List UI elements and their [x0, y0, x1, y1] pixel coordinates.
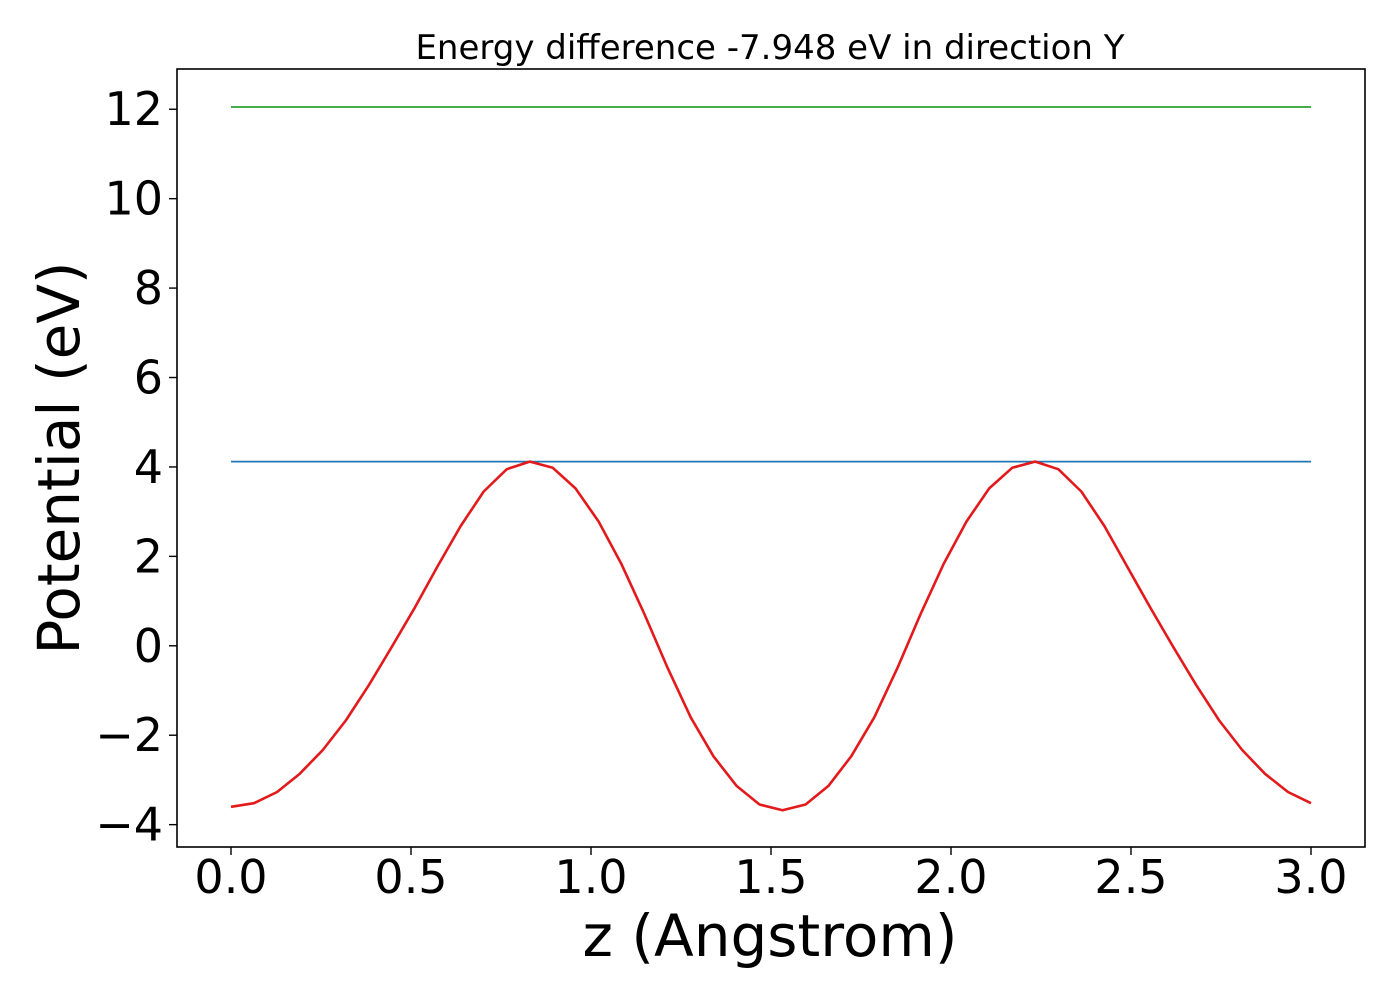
x-tick-label: 2.5 — [1094, 850, 1167, 904]
y-tick-label: 12 — [104, 82, 163, 136]
y-axis: −4 −2 0 2 4 6 8 10 12 — [95, 82, 177, 852]
y-tick-label: 8 — [134, 261, 163, 315]
x-tick-label: 0.5 — [374, 850, 447, 904]
chart-title: Energy difference -7.948 eV in direction… — [415, 28, 1124, 68]
y-tick-label: −2 — [95, 708, 163, 762]
plot-area — [230, 106, 1312, 812]
y-tick-label: 6 — [134, 351, 163, 405]
x-tick-label: 0.0 — [194, 850, 267, 904]
axes-frame — [176, 68, 1366, 848]
y-tick-label: 0 — [134, 619, 163, 673]
x-axis-label: z (Angstrom) — [583, 902, 958, 970]
y-axis-label: Potential (eV) — [25, 261, 93, 654]
x-tick-label: 3.0 — [1274, 850, 1347, 904]
y-tick-label: 4 — [134, 440, 163, 494]
x-tick-label: 2.0 — [914, 850, 987, 904]
y-tick-label: 2 — [134, 529, 163, 583]
x-tick-label: 1.0 — [554, 850, 627, 904]
y-tick-label: −4 — [95, 798, 163, 852]
x-axis: 0.0 0.5 1.0 1.5 2.0 2.5 3.0 — [194, 847, 1348, 904]
y-tick-label: 10 — [104, 172, 163, 226]
series-line-2 — [230, 460, 1312, 812]
x-tick-label: 1.5 — [734, 850, 807, 904]
